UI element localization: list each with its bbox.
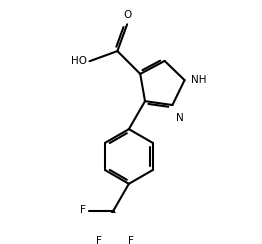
Text: NH: NH	[191, 75, 206, 85]
Text: HO: HO	[70, 56, 86, 66]
Text: F: F	[128, 236, 133, 244]
Text: F: F	[96, 236, 102, 244]
Text: O: O	[123, 10, 131, 20]
Text: F: F	[80, 205, 86, 215]
Text: N: N	[176, 113, 184, 123]
